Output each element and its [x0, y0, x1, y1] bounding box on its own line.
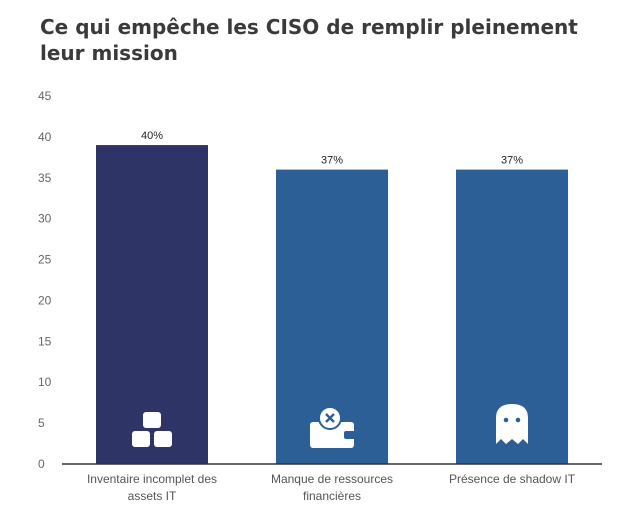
wallet-icon — [310, 406, 356, 448]
y-tick-label: 5 — [38, 416, 45, 430]
x-tick-label: Présence de shadow IT — [449, 472, 576, 486]
y-tick-label: 10 — [38, 375, 52, 389]
y-tick-label: 25 — [38, 253, 52, 267]
data-label: 40% — [141, 130, 163, 142]
data-label: 37% — [321, 155, 343, 167]
x-axis: Inventaire incomplet des assets IT Manque … — [87, 472, 576, 503]
bars-group: 40% 37% 37% — [96, 130, 568, 465]
x-tick-label: Inventaire incomplet des — [87, 472, 217, 486]
data-label: 37% — [501, 155, 523, 167]
chart-title: Ce qui empêche les CISO de remplir plein… — [40, 15, 578, 65]
y-tick-label: 15 — [38, 334, 52, 348]
y-tick-label: 40 — [38, 130, 52, 144]
x-tick-label: Manque de ressources — [271, 472, 393, 486]
y-tick-label: 35 — [38, 171, 52, 185]
y-axis: 0 5 10 15 20 25 30 35 40 45 — [38, 89, 52, 471]
y-tick-label: 45 — [38, 89, 52, 103]
x-tick-label: assets IT — [128, 489, 177, 503]
ghost-icon — [496, 404, 528, 444]
blocks-icon — [132, 412, 172, 447]
y-tick-label: 0 — [38, 457, 45, 471]
x-tick-label: financières — [303, 489, 361, 503]
bar — [96, 145, 208, 465]
y-tick-label: 30 — [38, 212, 52, 226]
y-tick-label: 20 — [38, 293, 52, 307]
